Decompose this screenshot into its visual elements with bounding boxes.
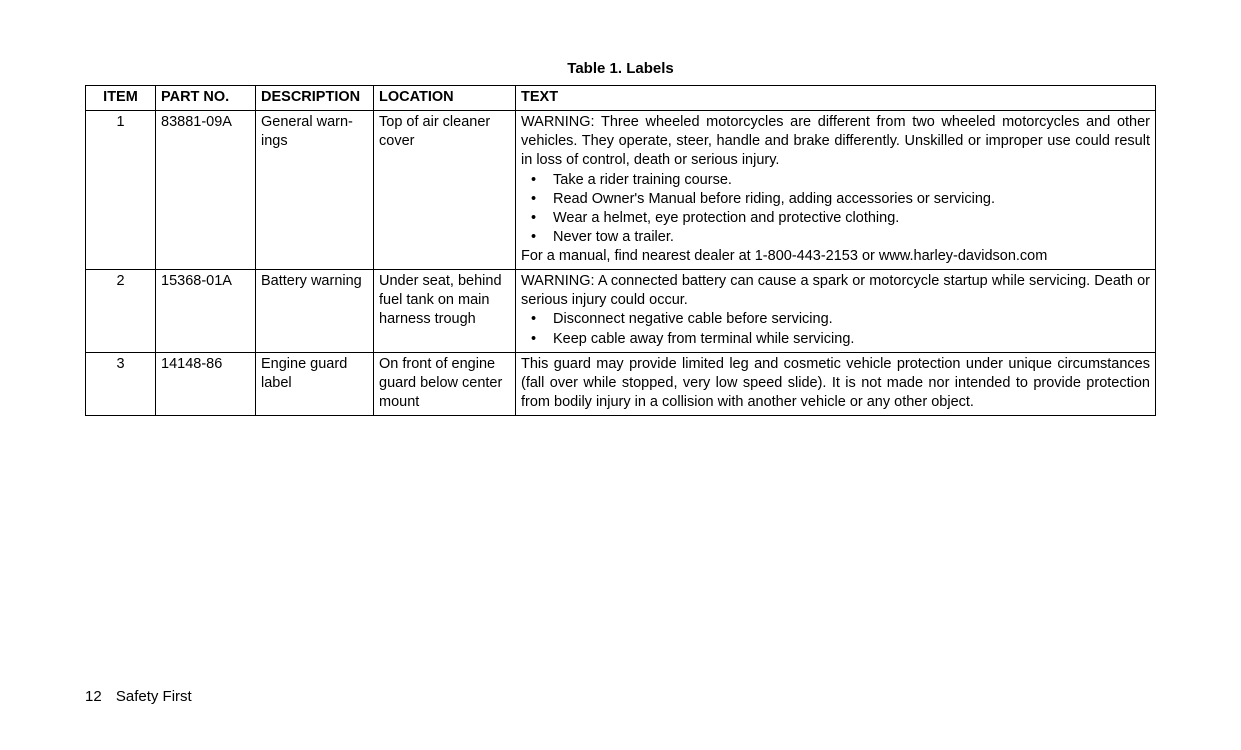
bullet-item: Never tow a trailer. <box>521 228 1150 247</box>
cell-text: WARNING: A connected battery can cause a… <box>516 270 1156 353</box>
col-header-desc: DESCRIPTION <box>256 86 374 111</box>
bullet-item: Read Owner's Manual before riding, addin… <box>521 190 1150 209</box>
table-row: 3 14148-86 Engine guard label On front o… <box>86 352 1156 415</box>
cell-text: WARNING: Three wheeled motorcycles are d… <box>516 111 1156 270</box>
cell-desc: Engine guard label <box>256 352 374 415</box>
table-body: 1 83881-09A General warn­ings Top of air… <box>86 111 1156 416</box>
bullet-item: Disconnect negative cable before servici… <box>521 310 1150 329</box>
cell-loc: On front of engine guard below center mo… <box>374 352 516 415</box>
text-pre: WARNING: Three wheeled motorcycles are d… <box>521 113 1150 170</box>
table-header-row: ITEM PART NO. DESCRIPTION LOCATION TEXT <box>86 86 1156 111</box>
page-number: 12 <box>85 688 102 705</box>
text-pre: WARNING: A connected battery can cause a… <box>521 272 1150 310</box>
table-row: 2 15368-01A Battery warning Under seat, … <box>86 270 1156 353</box>
text-post: For a manual, find nearest dealer at 1-8… <box>521 247 1150 266</box>
section-title: Safety First <box>116 688 192 705</box>
bullet-list: Take a rider training course. Read Owner… <box>521 171 1150 248</box>
col-header-loc: LOCATION <box>374 86 516 111</box>
bullet-list: Disconnect negative cable before servici… <box>521 310 1150 348</box>
col-header-text: TEXT <box>516 86 1156 111</box>
table-caption: Table 1. Labels <box>85 60 1156 77</box>
page-footer: 12 Safety First <box>85 688 192 705</box>
labels-table: ITEM PART NO. DESCRIPTION LOCATION TEXT … <box>85 85 1156 416</box>
cell-part: 14148-86 <box>156 352 256 415</box>
bullet-item: Wear a helmet, eye protection and protec… <box>521 209 1150 228</box>
cell-desc: General warn­ings <box>256 111 374 270</box>
table-row: 1 83881-09A General warn­ings Top of air… <box>86 111 1156 270</box>
col-header-part: PART NO. <box>156 86 256 111</box>
bullet-item: Take a rider training course. <box>521 171 1150 190</box>
cell-item: 2 <box>86 270 156 353</box>
cell-desc: Battery warning <box>256 270 374 353</box>
cell-part: 83881-09A <box>156 111 256 270</box>
cell-item: 3 <box>86 352 156 415</box>
cell-text: This guard may provide limited leg and c… <box>516 352 1156 415</box>
cell-item: 1 <box>86 111 156 270</box>
bullet-item: Keep cable away from terminal while serv… <box>521 330 1150 349</box>
text-pre: This guard may provide limited leg and c… <box>521 355 1150 412</box>
cell-part: 15368-01A <box>156 270 256 353</box>
col-header-item: ITEM <box>86 86 156 111</box>
cell-loc: Under seat, behind fuel tank on main har… <box>374 270 516 353</box>
cell-loc: Top of air cleaner cover <box>374 111 516 270</box>
